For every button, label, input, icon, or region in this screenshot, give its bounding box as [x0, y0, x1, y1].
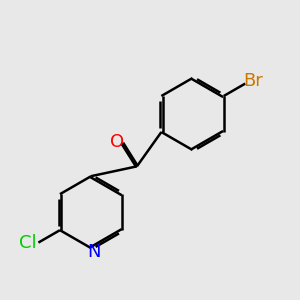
Text: O: O — [110, 133, 124, 151]
Text: Cl: Cl — [19, 234, 37, 252]
Text: Br: Br — [243, 72, 263, 90]
Text: N: N — [88, 243, 101, 261]
